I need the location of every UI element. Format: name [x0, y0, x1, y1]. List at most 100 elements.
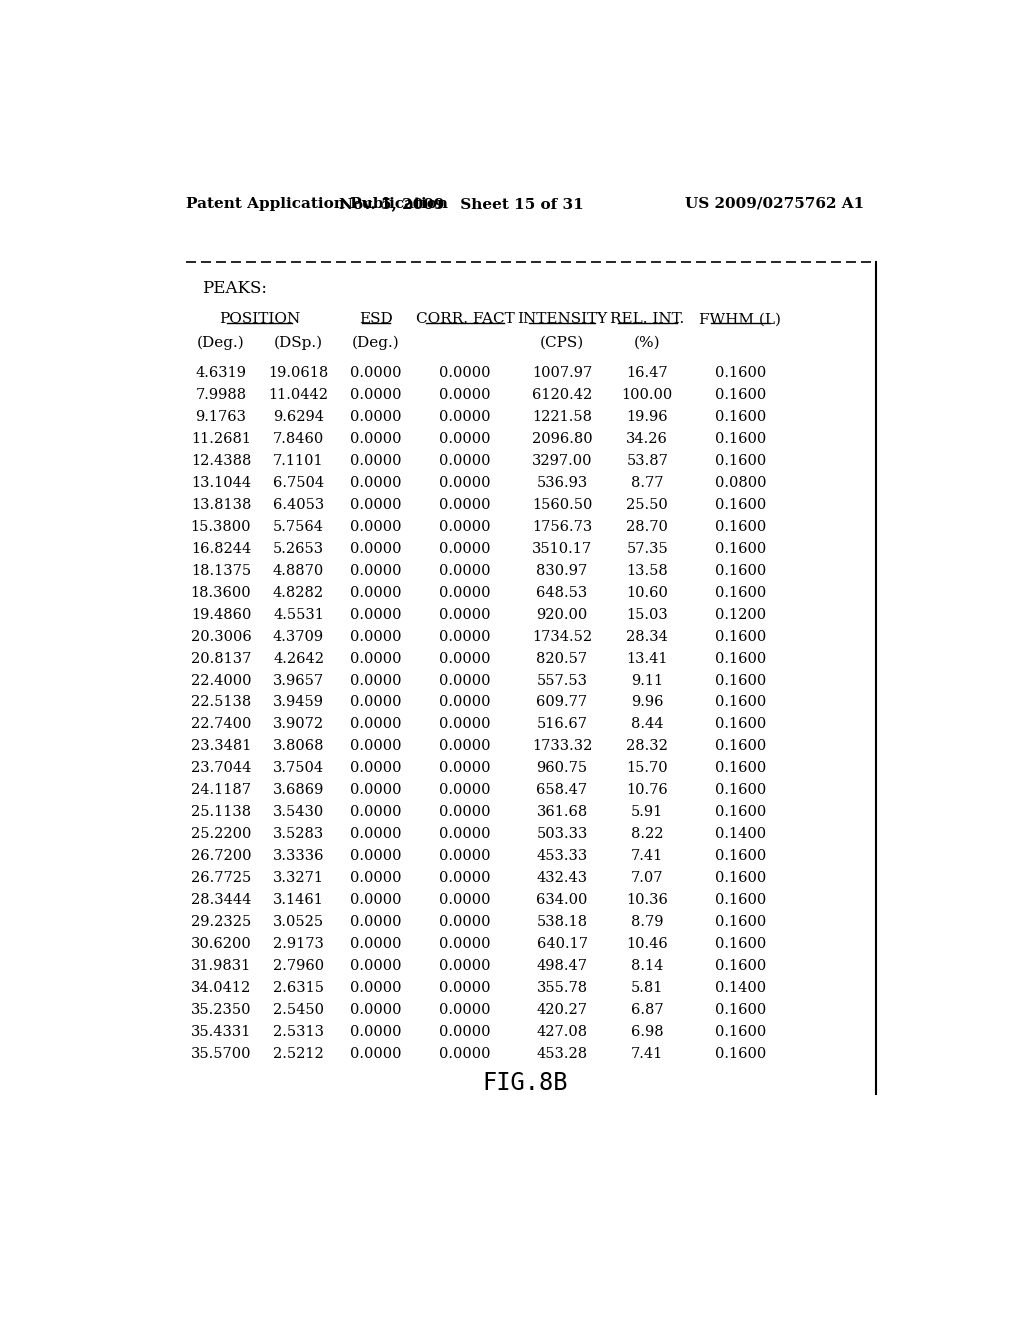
Text: 0.0000: 0.0000 [350, 958, 401, 973]
Text: 0.0000: 0.0000 [439, 762, 490, 775]
Text: 3.5430: 3.5430 [272, 805, 325, 820]
Text: 0.0000: 0.0000 [350, 564, 401, 578]
Text: 0.1600: 0.1600 [715, 696, 766, 709]
Text: 9.6294: 9.6294 [273, 411, 324, 424]
Text: 10.46: 10.46 [627, 937, 668, 950]
Text: 28.32: 28.32 [627, 739, 669, 754]
Text: 3.8068: 3.8068 [272, 739, 325, 754]
Text: REL. INT.: REL. INT. [610, 313, 684, 326]
Text: 0.1600: 0.1600 [715, 937, 766, 950]
Text: 0.0000: 0.0000 [350, 739, 401, 754]
Text: 15.3800: 15.3800 [190, 520, 251, 533]
Text: 8.14: 8.14 [631, 958, 664, 973]
Text: 6120.42: 6120.42 [531, 388, 592, 403]
Text: 0.0000: 0.0000 [350, 783, 401, 797]
Text: 0.0000: 0.0000 [439, 937, 490, 950]
Text: 7.8460: 7.8460 [272, 432, 325, 446]
Text: 2.9173: 2.9173 [273, 937, 324, 950]
Text: 0.0000: 0.0000 [439, 871, 490, 884]
Text: 0.1600: 0.1600 [715, 805, 766, 820]
Text: 11.2681: 11.2681 [191, 432, 251, 446]
Text: 0.0000: 0.0000 [439, 718, 490, 731]
Text: 0.1600: 0.1600 [715, 762, 766, 775]
Text: 0.0000: 0.0000 [350, 762, 401, 775]
Text: 0.1200: 0.1200 [715, 607, 766, 622]
Text: 22.4000: 22.4000 [190, 673, 251, 688]
Text: 20.8137: 20.8137 [190, 652, 251, 665]
Text: 503.33: 503.33 [537, 828, 588, 841]
Text: 1007.97: 1007.97 [531, 367, 592, 380]
Text: 0.0000: 0.0000 [439, 432, 490, 446]
Text: 0.0000: 0.0000 [350, 520, 401, 533]
Text: 28.34: 28.34 [627, 630, 669, 644]
Text: 18.3600: 18.3600 [190, 586, 251, 599]
Text: 0.0000: 0.0000 [350, 892, 401, 907]
Text: 0.0000: 0.0000 [350, 981, 401, 995]
Text: 0.0000: 0.0000 [439, 828, 490, 841]
Text: 0.1600: 0.1600 [715, 652, 766, 665]
Text: 19.4860: 19.4860 [190, 607, 251, 622]
Text: 0.1600: 0.1600 [715, 718, 766, 731]
Text: 35.5700: 35.5700 [190, 1047, 251, 1060]
Text: 0.1600: 0.1600 [715, 1003, 766, 1016]
Text: 3.9072: 3.9072 [273, 718, 324, 731]
Text: 0.1600: 0.1600 [715, 630, 766, 644]
Text: 30.6200: 30.6200 [190, 937, 251, 950]
Text: 22.7400: 22.7400 [190, 718, 251, 731]
Text: 557.53: 557.53 [537, 673, 588, 688]
Text: 3.5283: 3.5283 [272, 828, 325, 841]
Text: 10.36: 10.36 [627, 892, 669, 907]
Text: 538.18: 538.18 [537, 915, 588, 929]
Text: 355.78: 355.78 [537, 981, 588, 995]
Text: 0.0000: 0.0000 [350, 1024, 401, 1039]
Text: 0.0000: 0.0000 [439, 388, 490, 403]
Text: 0.0000: 0.0000 [350, 388, 401, 403]
Text: 0.0000: 0.0000 [350, 849, 401, 863]
Text: 453.28: 453.28 [537, 1047, 588, 1060]
Text: 5.81: 5.81 [631, 981, 664, 995]
Text: 0.0000: 0.0000 [439, 892, 490, 907]
Text: 4.3709: 4.3709 [273, 630, 324, 644]
Text: 0.1600: 0.1600 [715, 673, 766, 688]
Text: 1560.50: 1560.50 [531, 498, 592, 512]
Text: 2.6315: 2.6315 [273, 981, 324, 995]
Text: 8.77: 8.77 [631, 477, 664, 490]
Text: 25.50: 25.50 [627, 498, 668, 512]
Text: 361.68: 361.68 [537, 805, 588, 820]
Text: 0.0000: 0.0000 [350, 630, 401, 644]
Text: 516.67: 516.67 [537, 718, 588, 731]
Text: 28.3444: 28.3444 [190, 892, 251, 907]
Text: 0.1600: 0.1600 [715, 958, 766, 973]
Text: 4.5531: 4.5531 [273, 607, 324, 622]
Text: 0.0000: 0.0000 [439, 564, 490, 578]
Text: 0.1600: 0.1600 [715, 520, 766, 533]
Text: 0.0000: 0.0000 [439, 477, 490, 490]
Text: 3.3271: 3.3271 [273, 871, 324, 884]
Text: 2.5212: 2.5212 [273, 1047, 324, 1060]
Text: 536.93: 536.93 [537, 477, 588, 490]
Text: 0.0000: 0.0000 [350, 607, 401, 622]
Text: 7.41: 7.41 [631, 1047, 664, 1060]
Text: 28.70: 28.70 [627, 520, 669, 533]
Text: 35.4331: 35.4331 [190, 1024, 251, 1039]
Text: 0.1600: 0.1600 [715, 892, 766, 907]
Text: 0.0000: 0.0000 [439, 607, 490, 622]
Text: (Deg.): (Deg.) [198, 335, 245, 350]
Text: 18.1375: 18.1375 [190, 564, 251, 578]
Text: 0.0000: 0.0000 [350, 477, 401, 490]
Text: 2096.80: 2096.80 [531, 432, 592, 446]
Text: 0.1600: 0.1600 [715, 564, 766, 578]
Text: 4.2642: 4.2642 [273, 652, 324, 665]
Text: 3.0525: 3.0525 [273, 915, 324, 929]
Text: 830.97: 830.97 [537, 564, 588, 578]
Text: ESD: ESD [359, 313, 393, 326]
Text: 9.1763: 9.1763 [196, 411, 247, 424]
Text: (CPS): (CPS) [540, 335, 584, 350]
Text: 3.9459: 3.9459 [273, 696, 324, 709]
Text: 7.1101: 7.1101 [273, 454, 324, 469]
Text: Nov. 5, 2009   Sheet 15 of 31: Nov. 5, 2009 Sheet 15 of 31 [339, 197, 584, 211]
Text: 960.75: 960.75 [537, 762, 588, 775]
Text: 0.1600: 0.1600 [715, 1047, 766, 1060]
Text: 427.08: 427.08 [537, 1024, 588, 1039]
Text: 0.0000: 0.0000 [350, 915, 401, 929]
